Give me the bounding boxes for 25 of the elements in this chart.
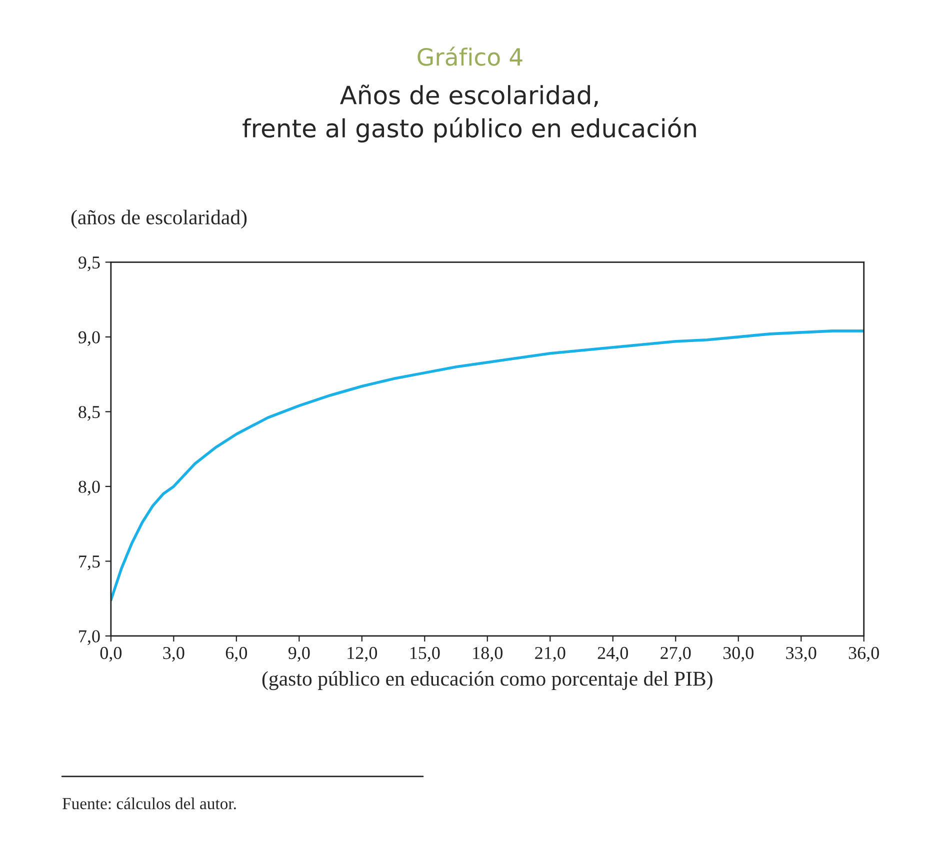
y-axis-title: (años de escolaridad) (71, 210, 247, 229)
y-tick-label: 8,0 (78, 480, 100, 496)
y-tick-label: 9,0 (78, 331, 100, 346)
x-tick-label: 3,0 (163, 646, 184, 662)
x-tick-label: 6,0 (226, 646, 248, 662)
y-tick-label: 7,0 (79, 630, 100, 645)
x-tick-label: 36,0 (848, 646, 879, 662)
x-tick-label: 18,0 (473, 646, 502, 662)
x-tick-label: 30,0 (723, 646, 754, 662)
chart-title: Gráfico 4 (418, 46, 522, 66)
chart-subtitle: Años de escolaridad, frente al gasto público en educación (242, 84, 696, 142)
x-axis-title: (gasto público en educación como porcentaje del PIB) (262, 671, 712, 690)
line-series (110, 330, 864, 602)
y-tick-label: 8,5 (78, 406, 100, 421)
x-tick-label: 0,0 (100, 646, 122, 662)
x-tick-label: 27,0 (660, 646, 691, 662)
source-note: Fuente: cálculos del autor. (62, 797, 236, 810)
x-tick-label: 33,0 (786, 646, 816, 662)
y-tick-label: 7,5 (79, 556, 100, 570)
x-tick-label: 12,0 (348, 646, 378, 662)
x-tick-label: 15,0 (410, 646, 440, 662)
x-tick-label: 21,0 (535, 646, 566, 662)
y-tick-label: 9,5 (78, 256, 100, 272)
x-tick-label: 24,0 (598, 646, 628, 662)
x-tick-label: 9,0 (288, 646, 310, 662)
